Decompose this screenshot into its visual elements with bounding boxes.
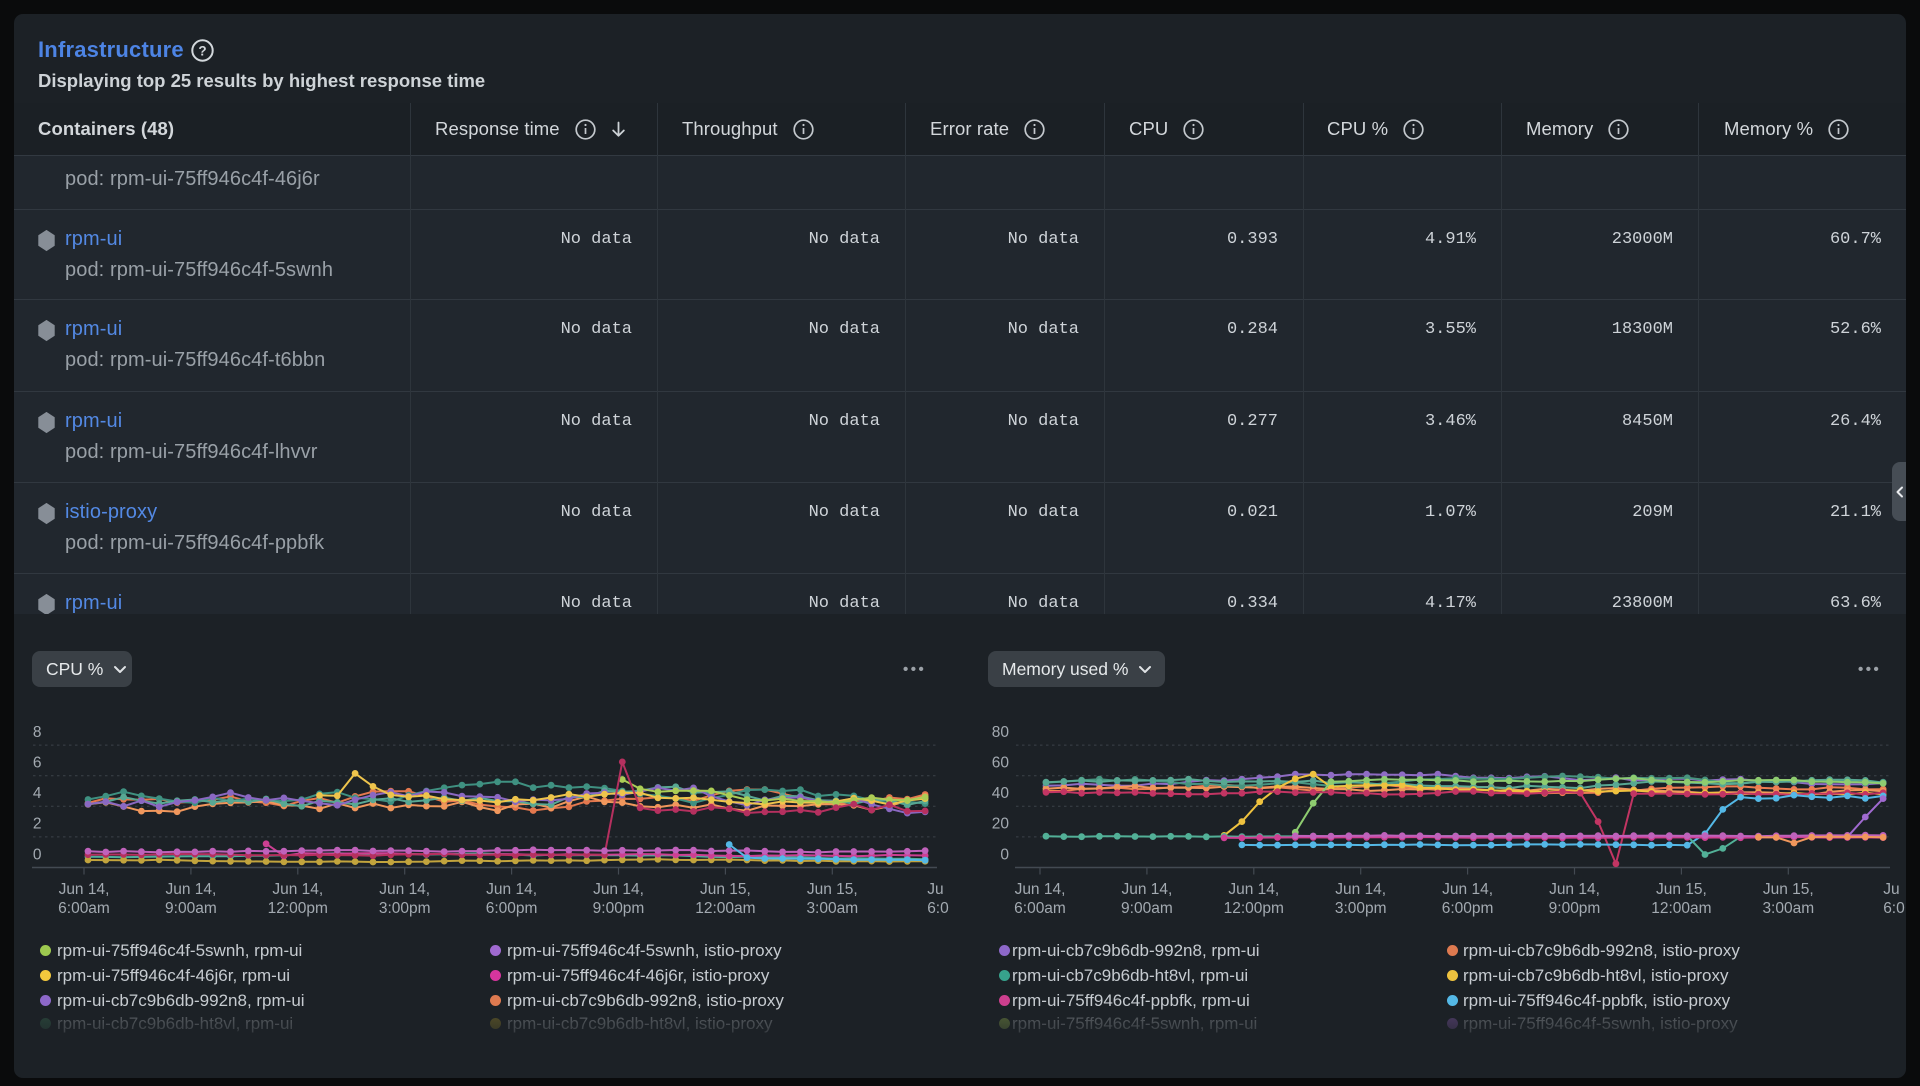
svg-text:3:00am: 3:00am (1762, 900, 1814, 917)
svg-text:Jun 14,: Jun 14, (1228, 881, 1279, 898)
svg-text:Jun 14,: Jun 14, (1015, 881, 1066, 898)
svg-text:2: 2 (33, 816, 42, 833)
svg-text:4: 4 (33, 785, 42, 802)
svg-text:9:00am: 9:00am (1121, 900, 1173, 917)
svg-text:Jun 14,: Jun 14, (486, 881, 537, 898)
svg-text:6:0: 6:0 (1883, 900, 1905, 917)
svg-text:6:00pm: 6:00pm (1442, 900, 1494, 917)
svg-text:Ju: Ju (927, 881, 943, 898)
svg-text:Jun 14,: Jun 14, (1121, 881, 1172, 898)
svg-text:6:0: 6:0 (927, 900, 949, 917)
svg-text:Jun 15,: Jun 15, (700, 881, 751, 898)
svg-text:6: 6 (33, 755, 42, 772)
svg-text:Ju: Ju (1883, 881, 1899, 898)
svg-text:12:00pm: 12:00pm (268, 900, 328, 917)
svg-text:60: 60 (992, 755, 1010, 772)
svg-text:12:00am: 12:00am (1651, 900, 1711, 917)
svg-text:6:00pm: 6:00pm (486, 900, 538, 917)
svg-text:0: 0 (1000, 846, 1009, 863)
svg-text:Jun 14,: Jun 14, (165, 881, 216, 898)
svg-text:6:00am: 6:00am (58, 900, 110, 917)
svg-text:Jun 14,: Jun 14, (379, 881, 430, 898)
svg-text:3:00pm: 3:00pm (379, 900, 431, 917)
svg-text:Jun 15,: Jun 15, (1656, 881, 1707, 898)
svg-text:Jun 14,: Jun 14, (59, 881, 110, 898)
svg-text:Jun 15,: Jun 15, (1763, 881, 1814, 898)
svg-text:Jun 15,: Jun 15, (807, 881, 858, 898)
svg-text:?: ? (198, 43, 206, 58)
svg-text:20: 20 (992, 816, 1010, 833)
svg-text:Jun 14,: Jun 14, (1335, 881, 1386, 898)
svg-text:Jun 14,: Jun 14, (1549, 881, 1600, 898)
svg-text:9:00pm: 9:00pm (1549, 900, 1601, 917)
svg-text:9:00am: 9:00am (165, 900, 217, 917)
svg-text:3:00pm: 3:00pm (1335, 900, 1387, 917)
svg-text:80: 80 (992, 724, 1010, 741)
svg-text:12:00am: 12:00am (695, 900, 755, 917)
svg-text:12:00pm: 12:00pm (1224, 900, 1284, 917)
svg-text:3:00am: 3:00am (806, 900, 858, 917)
svg-text:8: 8 (33, 724, 42, 741)
svg-text:Jun 14,: Jun 14, (272, 881, 323, 898)
svg-text:Jun 14,: Jun 14, (1442, 881, 1493, 898)
svg-text:40: 40 (992, 785, 1010, 802)
svg-text:9:00pm: 9:00pm (593, 900, 645, 917)
svg-text:Jun 14,: Jun 14, (593, 881, 644, 898)
svg-text:6:00am: 6:00am (1014, 900, 1066, 917)
svg-text:0: 0 (33, 846, 42, 863)
